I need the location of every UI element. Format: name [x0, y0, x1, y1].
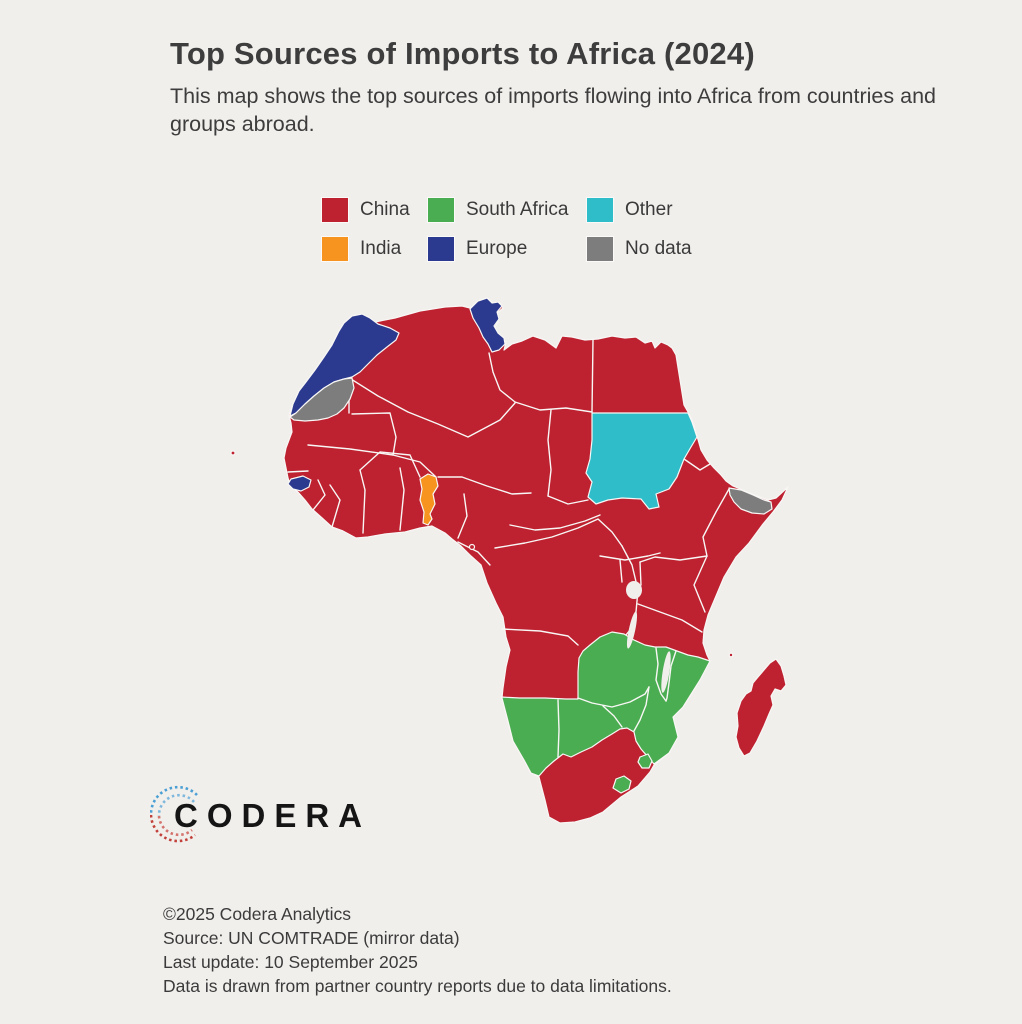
lake-malawi — [661, 651, 671, 693]
legend-swatch-no-data — [587, 237, 613, 261]
legend-item-other: Other — [587, 198, 757, 222]
footer-source: Source: UN COMTRADE (mirror data) — [163, 927, 460, 948]
island-cape-verde — [230, 450, 236, 456]
legend-label-china: China — [360, 199, 410, 220]
legend-swatch-other — [587, 198, 613, 222]
codera-logo-icon — [150, 785, 198, 843]
country-region-eswatini — [637, 753, 653, 769]
lake-victoria — [626, 581, 642, 599]
legend: China South Africa Other India Europe No… — [322, 198, 757, 261]
country-region-benin — [419, 473, 439, 526]
legend-swatch-china — [322, 198, 348, 222]
island-comoros — [728, 652, 734, 658]
country-region-lesotho — [612, 775, 632, 794]
legend-item-no-data: No data — [587, 237, 757, 261]
legend-item-china: China — [322, 198, 428, 222]
legend-label-europe: Europe — [466, 238, 528, 259]
legend-swatch-europe — [428, 237, 454, 261]
codera-logo: CODERA — [150, 781, 410, 853]
lake-tanganyika — [626, 611, 638, 649]
legend-item-europe: Europe — [428, 237, 587, 261]
country-region-madagascar — [735, 658, 787, 757]
footer: ©2025 Codera Analytics Source: UN COMTRA… — [163, 903, 672, 999]
footer-note: Data is drawn from partner country repor… — [163, 975, 672, 996]
country-region-sudan — [585, 412, 698, 510]
island-bioko — [468, 543, 476, 551]
legend-label-no-data: No data — [625, 238, 692, 259]
legend-swatch-south-africa — [428, 198, 454, 222]
legend-item-south-africa: South Africa — [428, 198, 587, 222]
country-borders — [287, 339, 730, 646]
footer-copyright: ©2025 Codera Analytics — [163, 904, 352, 924]
legend-item-india: India — [322, 237, 428, 261]
country-region-tunisia — [469, 297, 506, 353]
legend-label-south-africa: South Africa — [466, 199, 569, 220]
page-title: Top Sources of Imports to Africa (2024) — [170, 36, 755, 71]
country-region-somaliland — [728, 487, 773, 515]
legend-label-india: India — [360, 238, 402, 259]
country-region-guinea-bissau — [287, 475, 312, 492]
legend-label-other: Other — [625, 199, 673, 220]
legend-swatch-india — [322, 237, 348, 261]
codera-logo-text: CODERA — [174, 797, 372, 834]
page-subtitle: This map shows the top sources of import… — [170, 84, 936, 137]
country-region-western-sahara — [289, 377, 355, 422]
southern-africa-internal-borders — [557, 647, 677, 758]
footer-last-update: Last update: 10 September 2025 — [163, 951, 418, 972]
